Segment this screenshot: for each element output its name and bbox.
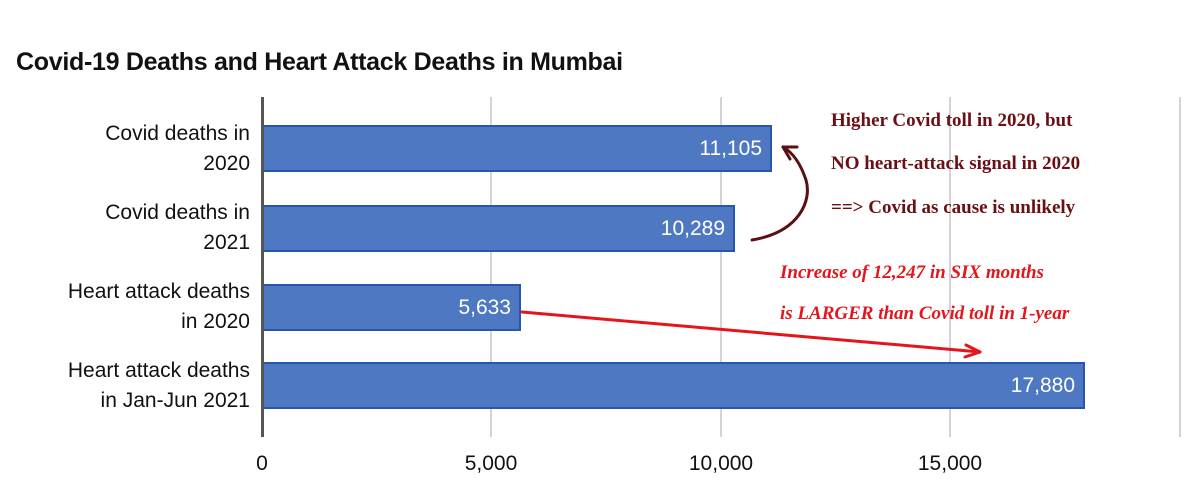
category-label-covid-2020: Covid deaths in 2020 (105, 119, 250, 179)
x-tick-label: 5,000 (464, 452, 518, 475)
chart-title: Covid-19 Deaths and Heart Attack Deaths … (16, 48, 623, 76)
bar-value-label: 10,289 (660, 216, 725, 240)
x-tick-label: 10,000 (688, 452, 754, 475)
category-label-line: Heart attack deaths (67, 280, 250, 303)
bar-heart-attack-2020: 5,633 (264, 284, 521, 331)
annotation-maroon-line3: ==> Covid as cause is unlikely (831, 197, 1076, 218)
bar-covid-2020: 11,105 (264, 125, 772, 172)
category-label-line: 2020 (203, 152, 250, 175)
bar-covid-2021: 10,289 (264, 205, 735, 252)
bar-heart-attack-jan-jun-2021: 17,880 (264, 362, 1085, 409)
bar-value-label: 11,105 (699, 136, 762, 160)
annotation-red-line1: Increase of 12,247 in SIX months (780, 262, 1044, 283)
category-label-line: in 2020 (181, 310, 250, 333)
gridline-10000 (720, 97, 722, 437)
gridline-5000 (490, 97, 492, 437)
annotation-maroon-line2: NO heart-attack signal in 2020 (831, 153, 1081, 174)
category-label-heart-2020: Heart attack deaths in 2020 (68, 277, 250, 337)
bar-value-label: 5,633 (458, 295, 511, 319)
curved-arrow-icon (750, 145, 809, 242)
category-label-covid-2021: Covid deaths in 2021 (105, 198, 250, 258)
gridline-20000 (1179, 97, 1181, 437)
category-label-line: Heart attack deaths (67, 359, 250, 382)
bar-value-label: 17,880 (1010, 373, 1075, 397)
annotation-maroon-line1: Higher Covid toll in 2020, but (831, 110, 1073, 131)
x-tick-label: 15,000 (917, 452, 983, 475)
annotation-red-line2: is LARGER than Covid toll in 1-year (780, 303, 1070, 324)
category-label-line: Covid deaths in (105, 201, 250, 224)
category-label-line: 2021 (203, 231, 250, 254)
category-label-line: in Jan-Jun 2021 (100, 389, 250, 412)
category-label-line: Covid deaths in (105, 122, 250, 145)
gridline-15000 (949, 97, 951, 437)
x-tick-label: 0 (256, 452, 268, 475)
y-axis-line (261, 97, 264, 437)
category-label-heart-2021: Heart attack deaths in Jan-Jun 2021 (68, 356, 250, 416)
straight-arrow-icon (520, 310, 982, 359)
